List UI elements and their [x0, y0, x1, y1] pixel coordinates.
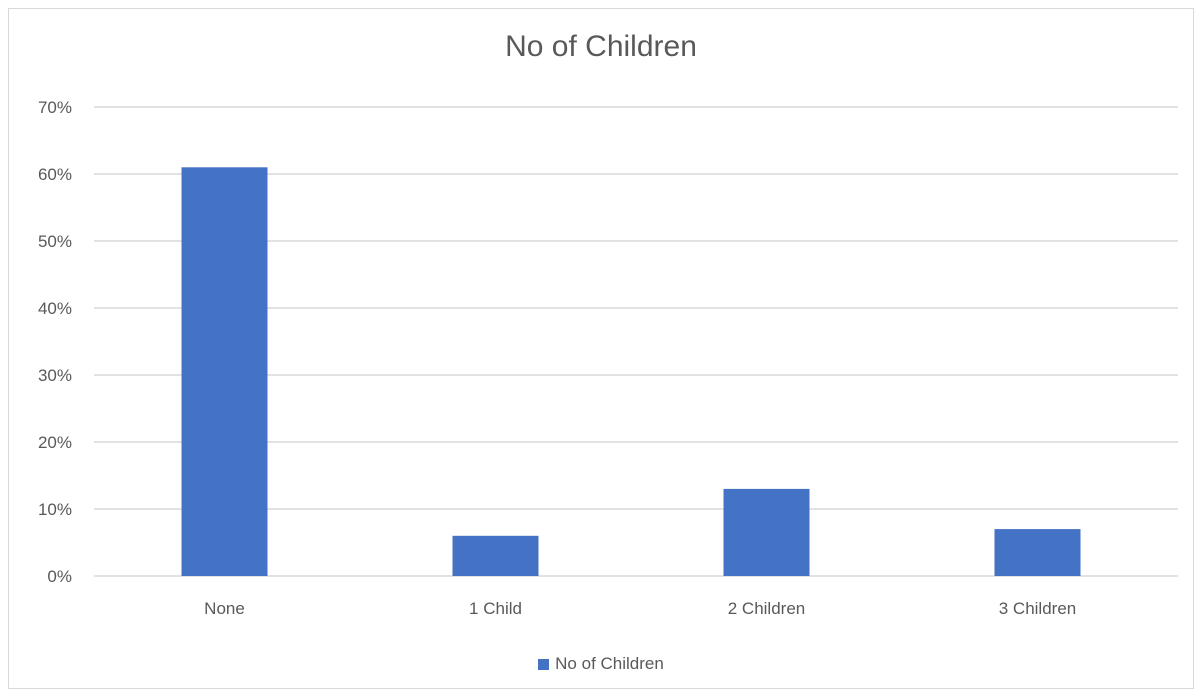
- y-tick-label: 60%: [38, 165, 72, 184]
- y-tick-label: 40%: [38, 299, 72, 318]
- x-tick-label: 3 Children: [999, 599, 1077, 618]
- y-tick-label: 10%: [38, 500, 72, 519]
- x-tick-label: 1 Child: [469, 599, 522, 618]
- y-tick-label: 0%: [47, 567, 72, 586]
- gridlines: [94, 106, 1178, 577]
- bar: [994, 529, 1081, 576]
- legend: No of Children: [0, 654, 1202, 674]
- y-axis-ticks: 0% 10% 20% 30% 40% 50% 60% 70%: [38, 98, 72, 586]
- bar: [723, 488, 810, 576]
- legend-swatch: [538, 658, 550, 670]
- y-tick-label: 70%: [38, 98, 72, 117]
- bar: [452, 535, 539, 576]
- chart-title: No of Children: [505, 30, 697, 63]
- y-tick-label: 50%: [38, 232, 72, 251]
- y-tick-label: 30%: [38, 366, 72, 385]
- y-tick-label: 20%: [38, 433, 72, 452]
- bar-chart: 0% 10% 20% 30% 40% 50% 60% 70% None 1 Child 2 Chi…: [38, 98, 1178, 618]
- bar: [181, 167, 268, 577]
- legend-label: No of Children: [555, 654, 664, 673]
- x-tick-label: None: [204, 599, 245, 618]
- x-tick-label: 2 Children: [728, 599, 806, 618]
- x-axis-ticks: None 1 Child 2 Children 3 Children: [204, 599, 1076, 618]
- bars: [181, 167, 1081, 577]
